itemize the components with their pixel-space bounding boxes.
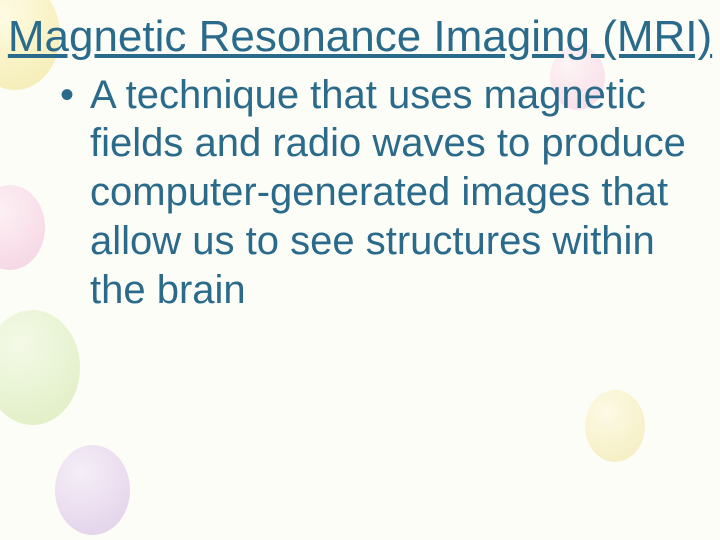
slide-title: Magnetic Resonance Imaging (MRI): [0, 12, 720, 63]
decoration-balloon-yellow-bottom-right: [585, 390, 645, 462]
slide-content: Magnetic Resonance Imaging (MRI) A techn…: [0, 0, 720, 315]
bullet-list: A technique that uses magnetic fields an…: [0, 71, 720, 315]
bullet-item: A technique that uses magnetic fields an…: [60, 71, 690, 315]
decoration-balloon-green-lower-left: [0, 310, 80, 425]
decoration-balloon-purple-bottom-left: [55, 445, 130, 535]
